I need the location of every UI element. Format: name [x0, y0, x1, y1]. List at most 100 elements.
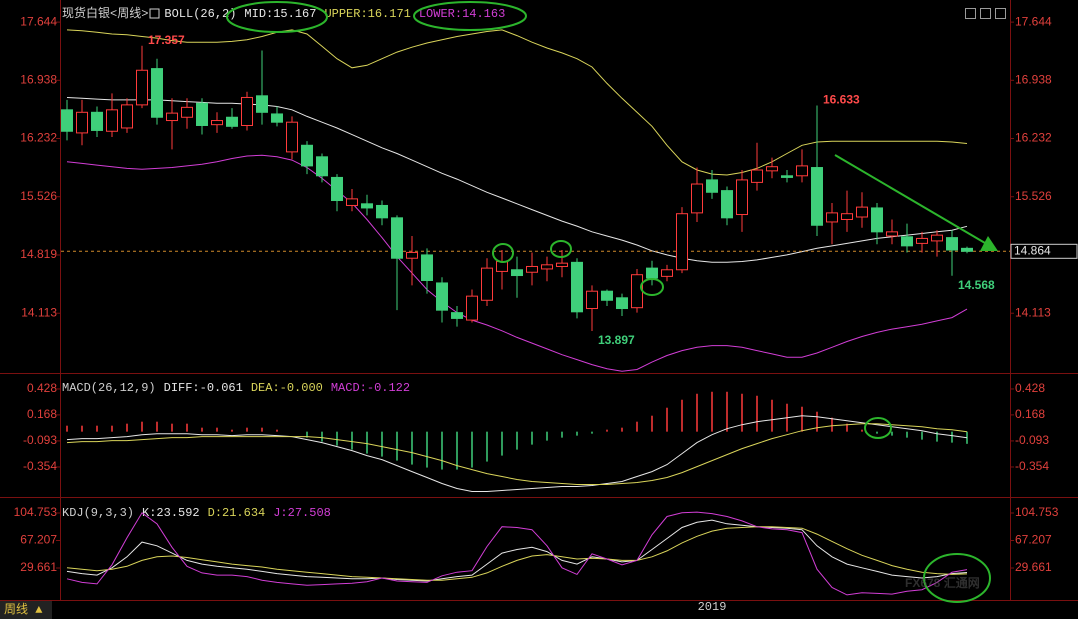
candle-body [421, 254, 433, 281]
y-tick-label: 0.168 [1015, 407, 1045, 421]
legend-entry: D:21.634 [208, 506, 266, 520]
candle-body [811, 167, 823, 226]
candle-body [571, 261, 583, 313]
candle-body [226, 116, 238, 127]
candle-body [751, 169, 763, 183]
y-tick-label: -0.354 [23, 459, 57, 473]
candle-body [286, 121, 298, 153]
candle-body [871, 207, 883, 233]
y-tick-label: 104.753 [14, 505, 58, 519]
indicator-line [66, 423, 968, 485]
y-tick-label: -0.093 [1015, 433, 1049, 447]
candle-body [541, 264, 553, 270]
legend-entry: K:23.592 [142, 506, 200, 520]
candle-body [166, 112, 178, 122]
y-tick-label: 14.819 [20, 247, 57, 261]
candle-body [256, 95, 268, 113]
candle-body [496, 261, 508, 272]
candle-body [886, 231, 898, 237]
candle-body [346, 198, 358, 206]
candle-body [211, 120, 223, 126]
candle-body [916, 237, 928, 244]
candle-body [721, 190, 733, 219]
y-tick-label: 0.428 [27, 381, 57, 395]
highlight-circle [864, 417, 892, 439]
candle-body [106, 109, 118, 132]
y-tick-label: 14.113 [1015, 305, 1051, 319]
y-tick-label: 17.644 [1015, 14, 1052, 28]
last-price-box [1010, 243, 1078, 259]
highlight-circle [640, 278, 664, 296]
arrow-head [980, 236, 998, 251]
high-label: 17.357 [148, 33, 185, 47]
highlights [226, 1, 998, 603]
watermark: FX678 汇通网 [905, 575, 980, 590]
legend-entry: UPPER:16.171 [324, 7, 410, 21]
low-label: 14.568 [958, 278, 995, 292]
y-tick-label: 15.526 [20, 189, 57, 203]
legend-entry: J:27.508 [273, 506, 331, 520]
y-tick-label: 29.661 [1015, 560, 1052, 574]
candle-body [91, 111, 103, 131]
y-tick-label: 16.232 [1015, 131, 1052, 145]
legend-entry: MACD:-0.122 [331, 381, 410, 395]
panel-title: MACD(26,12,9) [62, 381, 156, 395]
y-tick-label: 0.168 [27, 407, 57, 421]
low-label: 13.897 [598, 333, 635, 347]
highlight-circle [550, 240, 572, 258]
candle-body [781, 175, 793, 178]
y-tick-label: 14.113 [21, 305, 57, 319]
y-tick-label: 67.207 [1015, 533, 1052, 547]
y-tick-label: -0.093 [23, 433, 57, 447]
candle-body [616, 297, 628, 310]
candle-body [766, 166, 778, 172]
toolbar-button[interactable] [965, 8, 976, 19]
legend-entry: LOWER:14.163 [419, 7, 505, 21]
candle-body [691, 183, 703, 214]
candle-body [646, 267, 658, 279]
toolbar-button[interactable] [995, 8, 1006, 19]
y-tick-label: -0.354 [1015, 459, 1049, 473]
last-price-label: 14.864 [1014, 243, 1051, 257]
indicator-line [66, 511, 968, 596]
candle-body [271, 113, 283, 123]
panel-title: KDJ(9,3,3) [62, 506, 134, 520]
y-tick-label: 67.207 [20, 533, 57, 547]
candle-body [826, 212, 838, 223]
toolbar [965, 8, 1006, 19]
candle-body [436, 282, 448, 311]
frame [0, 0, 1078, 601]
candle-body [601, 290, 613, 301]
toolbar-button[interactable] [980, 8, 991, 19]
panel-header: KDJ(9,3,3) K:23.592 D:21.634 J:27.508 [62, 506, 331, 520]
candle-body [121, 104, 133, 129]
timeframe-tab-label[interactable]: 周线 ▲ [4, 602, 43, 617]
candle-body [316, 156, 328, 177]
candle-body [331, 176, 343, 202]
indicator-line [66, 97, 968, 263]
candle-body [946, 237, 958, 251]
candle-body [361, 203, 373, 209]
candle-body [631, 274, 643, 309]
candle-body [451, 312, 463, 319]
legend-entry: DIFF:-0.061 [164, 381, 243, 395]
candle-body [61, 109, 73, 132]
highlight-circle [923, 553, 991, 603]
candle-body [76, 111, 88, 134]
candle-body [481, 267, 493, 301]
candle-body [466, 295, 478, 321]
candle-body [151, 68, 163, 118]
y-tick-label: 15.526 [1015, 189, 1052, 203]
panel-header: MACD(26,12,9) DIFF:-0.061 DEA:-0.000 MACD:-… [62, 381, 410, 395]
candle-body [841, 213, 853, 220]
highlight-circle [492, 243, 514, 263]
timeframe-tab[interactable] [0, 601, 52, 619]
candle-body [856, 206, 868, 218]
y-tick-label: 16.938 [20, 72, 57, 86]
trend-arrow [834, 154, 986, 244]
candle-body [376, 204, 388, 219]
candle-body [676, 213, 688, 271]
indicator-line [66, 526, 968, 581]
